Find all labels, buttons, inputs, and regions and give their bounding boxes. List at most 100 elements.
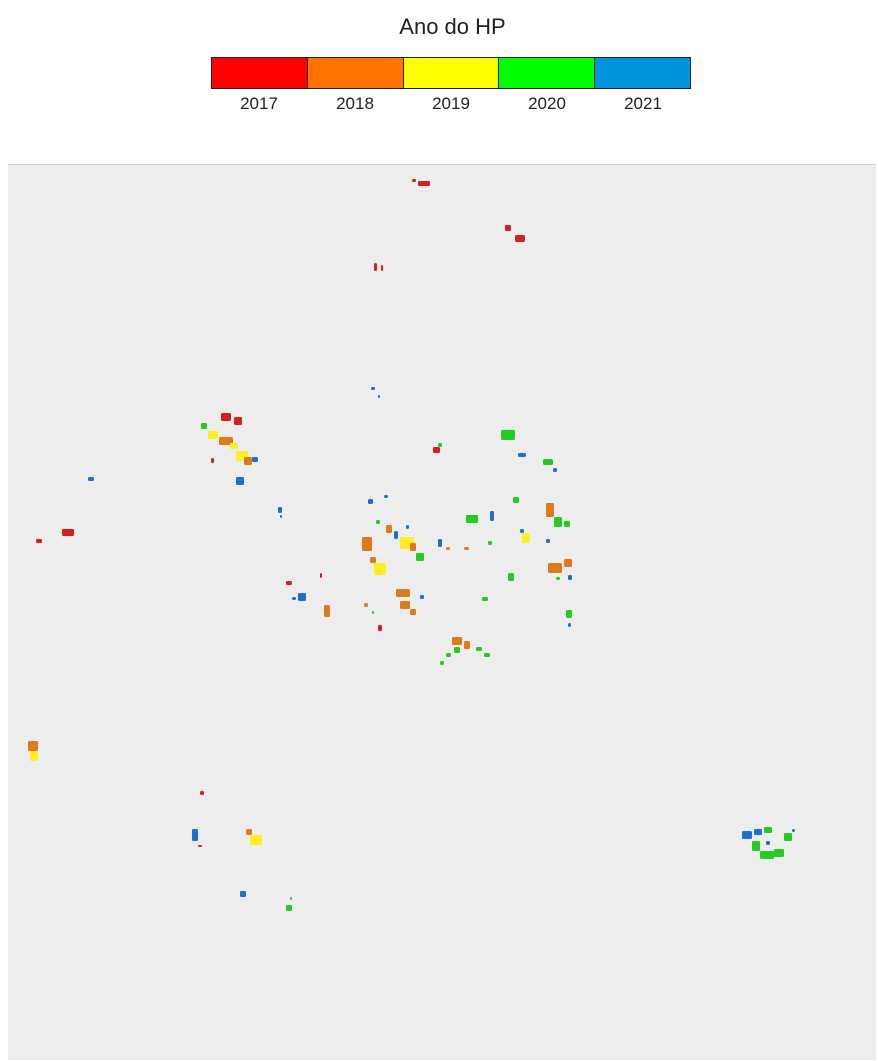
patch-2021-65 [292, 597, 296, 600]
patch-2018-55 [548, 563, 562, 573]
patch-2019-13 [230, 443, 238, 449]
patch-2018-87 [246, 829, 252, 835]
patch-2018-71 [396, 589, 410, 597]
patch-2021-74 [420, 595, 424, 599]
patch-2018-44 [464, 547, 469, 550]
patch-2020-90 [286, 905, 292, 911]
patch-2020-53 [564, 521, 570, 527]
patch-2020-40 [416, 553, 424, 561]
patch-2020-97 [774, 849, 784, 857]
patch-2020-22 [501, 430, 515, 440]
patch-2017-1 [412, 179, 416, 182]
patch-2018-41 [410, 543, 416, 551]
patch-2021-85 [192, 829, 198, 841]
patch-2020-60 [482, 597, 488, 601]
patch-2020-79 [476, 647, 482, 651]
patch-2019-88 [250, 835, 262, 845]
patch-2018-73 [410, 609, 416, 615]
patch-2017-4 [374, 263, 377, 271]
patch-2018-51 [546, 503, 554, 517]
patch-2018-34 [370, 557, 376, 563]
patch-2021-62 [568, 623, 571, 627]
map-canvas [28, 179, 795, 911]
patch-2020-77 [446, 653, 451, 657]
patch-2021-42 [438, 539, 442, 547]
colorbar-label-2017: 2017 [240, 94, 278, 113]
patch-2021-6 [371, 387, 375, 390]
patch-2020-98 [784, 833, 792, 841]
patch-2021-99 [792, 829, 795, 832]
patch-2020-10 [201, 423, 207, 429]
patch-2021-46 [490, 511, 494, 521]
patch-2018-72 [400, 601, 410, 609]
patch-2018-75 [452, 637, 462, 645]
colorbar-labels: 2017 2018 2019 2020 2021 [211, 94, 691, 114]
legend-title: Ano do HP [399, 14, 506, 39]
patch-2021-100 [766, 841, 770, 845]
patch-2017-28 [62, 529, 74, 536]
patch-2021-93 [754, 829, 762, 835]
patch-2020-95 [752, 841, 760, 851]
patch-2018-15 [244, 457, 252, 465]
patch-2020-21 [438, 443, 442, 447]
patch-2018-67 [324, 605, 330, 617]
patch-2017-84 [200, 791, 204, 795]
colorbar-cell-2019 [403, 58, 500, 88]
patch-2019-50 [522, 533, 530, 543]
patch-2020-94 [764, 827, 772, 833]
patch-2019-83 [30, 751, 38, 761]
patch-2017-66 [320, 573, 322, 578]
patch-2018-43 [446, 547, 450, 550]
patch-2020-32 [376, 520, 380, 524]
patch-2017-70 [378, 625, 382, 631]
patch-2017-2 [505, 225, 511, 231]
patch-2017-8 [221, 413, 231, 421]
patch-2020-81 [440, 661, 444, 665]
patch-2020-78 [454, 647, 460, 653]
colorbar-cell-2017 [212, 58, 308, 88]
patch-2020-48 [513, 497, 519, 503]
patch-2021-39 [406, 525, 409, 529]
patch-2021-37 [394, 531, 398, 539]
patch-2021-25 [553, 468, 557, 472]
patch-2021-54 [546, 539, 550, 543]
patch-2017-3 [515, 235, 525, 242]
colorbar-label-2018: 2018 [336, 94, 374, 113]
colorbar-label-2019: 2019 [432, 94, 470, 113]
colorbar-label-2021: 2021 [624, 94, 662, 113]
patch-2021-7 [378, 395, 380, 398]
patch-2021-18 [236, 477, 244, 485]
colorbar-label-2020: 2020 [528, 94, 566, 113]
patch-2017-0 [418, 181, 430, 186]
patch-2018-76 [464, 641, 470, 649]
patch-2017-9 [234, 417, 242, 425]
patch-2021-92 [742, 831, 752, 839]
patch-2021-19 [88, 477, 94, 481]
patch-2020-91 [290, 897, 292, 900]
patch-2021-26 [278, 507, 282, 513]
patch-2020-59 [508, 573, 514, 581]
patch-2020-61 [566, 610, 572, 618]
patch-2018-33 [362, 537, 372, 551]
patch-2021-16 [252, 457, 258, 462]
colorbar-cell-2020 [499, 58, 596, 88]
patch-2017-63 [286, 581, 292, 585]
patch-2019-35 [374, 563, 386, 575]
colorbar-cell-2018 [307, 58, 404, 88]
patch-2017-86 [198, 845, 202, 847]
colorbar-cell-2021 [595, 58, 690, 88]
patch-2021-27 [280, 515, 282, 518]
patch-2020-47 [488, 541, 492, 545]
patch-2021-23 [518, 453, 526, 457]
patch-2020-96 [760, 851, 774, 859]
map-panel[interactable] [8, 164, 876, 1060]
patch-2021-30 [368, 499, 373, 504]
patch-2020-52 [554, 517, 562, 527]
patch-2019-11 [208, 431, 218, 439]
patch-2017-29 [36, 539, 42, 543]
patch-2018-82 [28, 741, 38, 751]
colorbar [211, 57, 691, 89]
patch-2018-36 [386, 525, 392, 533]
patch-2018-68 [364, 603, 368, 607]
patch-2020-69 [372, 611, 374, 614]
